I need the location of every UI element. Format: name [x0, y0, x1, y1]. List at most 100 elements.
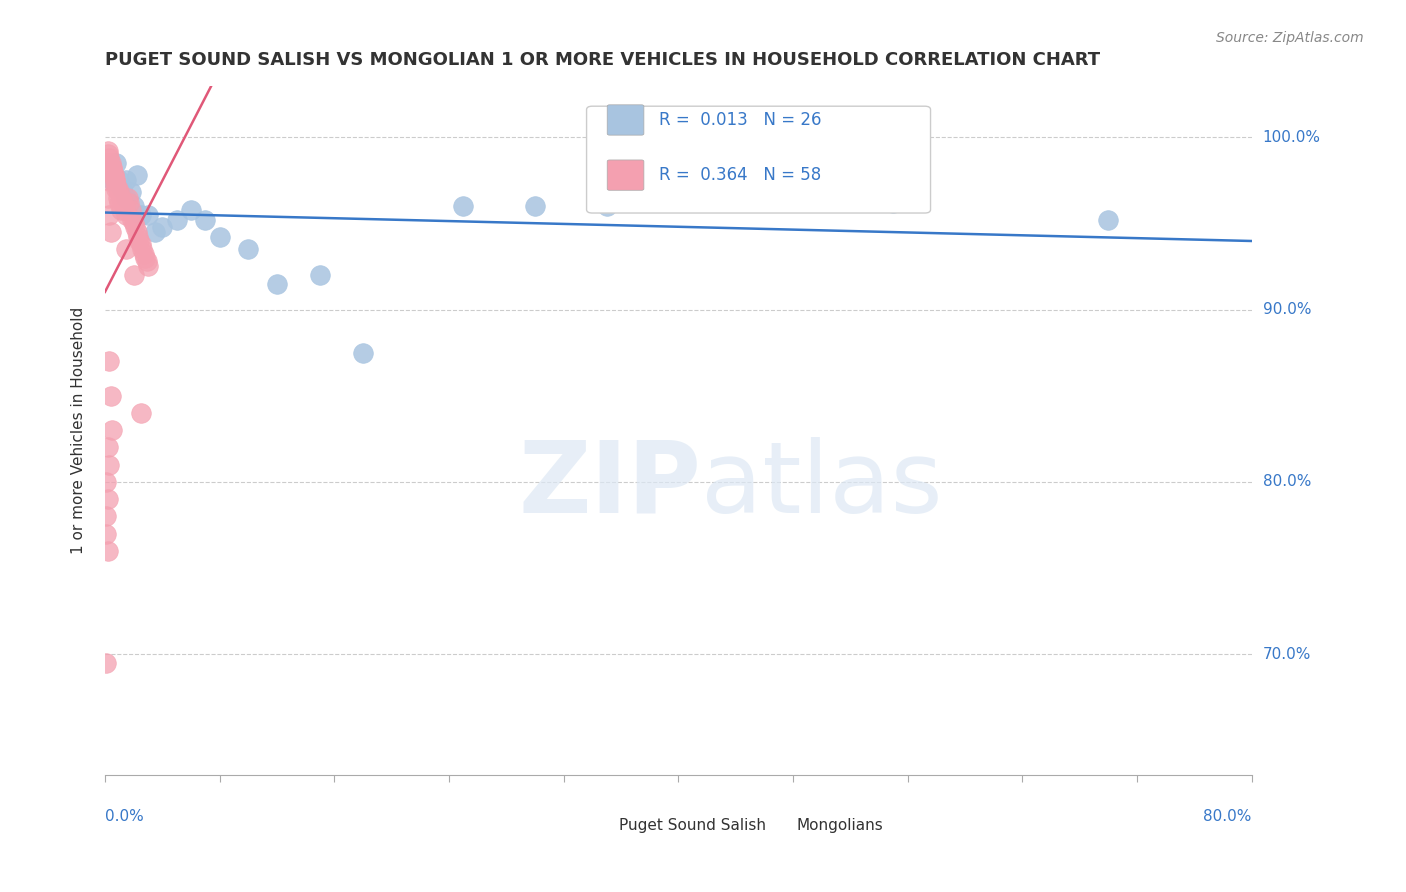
Point	[1097, 213, 1119, 227]
Point	[107, 182, 129, 196]
Point	[96, 526, 118, 541]
Point	[108, 173, 131, 187]
Text: 100.0%: 100.0%	[1263, 129, 1320, 145]
FancyBboxPatch shape	[607, 105, 644, 136]
Point	[120, 202, 142, 217]
Point	[104, 173, 127, 187]
Point	[96, 475, 118, 489]
Point	[108, 186, 131, 200]
Point	[96, 156, 118, 170]
Point	[103, 168, 125, 182]
Point	[128, 234, 150, 248]
Point	[110, 190, 132, 204]
Point	[101, 161, 124, 176]
Text: R =  0.364   N = 58: R = 0.364 N = 58	[659, 166, 821, 184]
Point	[238, 242, 260, 256]
Point	[194, 213, 217, 227]
Point	[120, 186, 142, 200]
Point	[115, 190, 138, 204]
Point	[595, 199, 617, 213]
Point	[309, 268, 332, 282]
Point	[105, 178, 128, 193]
Point	[129, 208, 152, 222]
Point	[100, 225, 122, 239]
Point	[98, 208, 121, 222]
Point	[96, 656, 118, 670]
Text: Mongolians: Mongolians	[796, 818, 883, 832]
Point	[111, 194, 134, 208]
Point	[882, 195, 904, 210]
FancyBboxPatch shape	[762, 811, 796, 839]
Point	[121, 213, 143, 227]
Point	[97, 491, 120, 506]
Point	[117, 190, 139, 204]
Text: Source: ZipAtlas.com: Source: ZipAtlas.com	[1216, 31, 1364, 45]
Point	[266, 277, 288, 291]
Point	[97, 144, 120, 158]
Point	[135, 254, 157, 268]
Point	[132, 247, 155, 261]
Point	[112, 199, 135, 213]
Point	[111, 182, 134, 196]
Y-axis label: 1 or more Vehicles in Household: 1 or more Vehicles in Household	[72, 307, 86, 554]
Text: R =  0.013   N = 26: R = 0.013 N = 26	[659, 111, 821, 129]
Point	[352, 345, 374, 359]
Point	[98, 458, 121, 472]
Point	[208, 230, 231, 244]
Point	[96, 173, 118, 187]
Point	[523, 199, 546, 213]
Point	[129, 237, 152, 252]
Point	[114, 202, 136, 217]
Point	[110, 202, 132, 217]
Text: Puget Sound Salish: Puget Sound Salish	[619, 818, 766, 832]
FancyBboxPatch shape	[607, 160, 644, 190]
Point	[105, 156, 128, 170]
Point	[124, 219, 146, 234]
Point	[134, 251, 156, 265]
Text: 0.0%: 0.0%	[105, 809, 143, 824]
Text: 80.0%: 80.0%	[1263, 475, 1310, 490]
Point	[100, 164, 122, 178]
Point	[115, 242, 138, 256]
Point	[101, 423, 124, 437]
Point	[101, 173, 124, 187]
Point	[97, 190, 120, 204]
Point	[166, 213, 188, 227]
Point	[125, 225, 148, 239]
Point	[125, 168, 148, 182]
Point	[100, 389, 122, 403]
Point	[104, 173, 127, 187]
Point	[129, 406, 152, 420]
Point	[98, 354, 121, 368]
Point	[108, 195, 131, 210]
Text: 90.0%: 90.0%	[1263, 302, 1312, 317]
Text: 70.0%: 70.0%	[1263, 647, 1310, 662]
Point	[131, 242, 153, 256]
Point	[136, 260, 159, 274]
Point	[150, 219, 173, 234]
Point	[98, 156, 121, 170]
Point	[100, 156, 122, 170]
Point	[453, 199, 475, 213]
Point	[122, 199, 145, 213]
Point	[122, 268, 145, 282]
FancyBboxPatch shape	[586, 106, 931, 213]
Text: 80.0%: 80.0%	[1204, 809, 1251, 824]
Text: atlas: atlas	[702, 437, 943, 533]
Point	[97, 543, 120, 558]
Point	[105, 182, 128, 196]
Point	[103, 168, 125, 182]
Point	[180, 202, 202, 217]
Point	[115, 173, 138, 187]
Point	[98, 151, 121, 165]
Point	[101, 161, 124, 176]
Point	[136, 208, 159, 222]
Point	[122, 216, 145, 230]
Text: ZIP: ZIP	[519, 437, 702, 533]
Point	[127, 230, 149, 244]
Point	[97, 441, 120, 455]
FancyBboxPatch shape	[578, 811, 612, 839]
Point	[97, 147, 120, 161]
Point	[107, 190, 129, 204]
Point	[96, 509, 118, 524]
